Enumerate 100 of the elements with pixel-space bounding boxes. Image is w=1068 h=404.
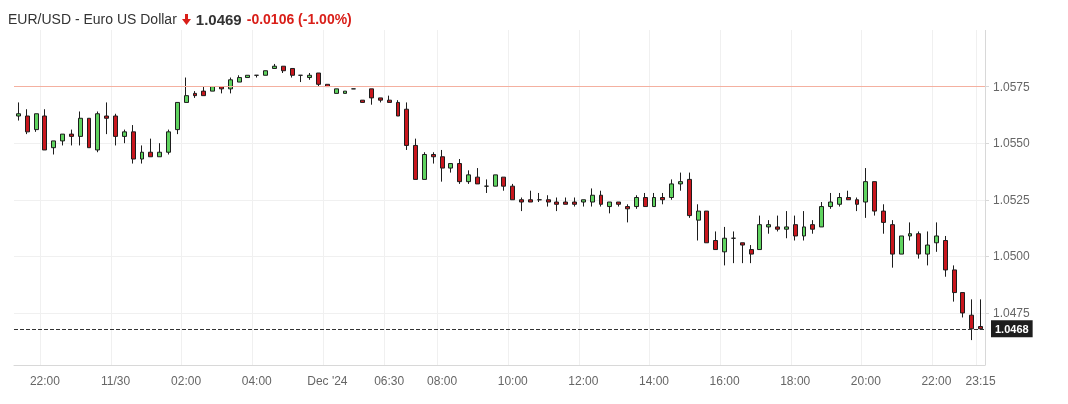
- candlestick: [757, 215, 762, 251]
- x-tick-label: 23:15: [965, 374, 996, 388]
- candlestick: [201, 86, 206, 97]
- candlestick: [528, 190, 533, 203]
- x-tick-label: 06:30: [374, 374, 405, 388]
- x-tick-label: 02:00: [171, 374, 202, 388]
- candlestick: [157, 142, 162, 158]
- candlestick: [881, 203, 886, 235]
- candlestick: [272, 63, 277, 69]
- candlestick: [457, 158, 462, 185]
- candlestick: [140, 144, 144, 165]
- candlestick: [78, 110, 83, 146]
- candlestick: [749, 244, 754, 264]
- candlestick: [784, 210, 789, 239]
- candlestick: [828, 192, 833, 210]
- candlestick: [696, 203, 701, 242]
- candlestick: [290, 67, 295, 79]
- candlestick: [60, 133, 65, 146]
- x-tick-label: 12:00: [568, 374, 599, 388]
- candlestick: [263, 70, 268, 76]
- candlestick: [872, 181, 877, 217]
- candlestick: [899, 235, 904, 255]
- candlestick: [95, 110, 100, 153]
- candlestick: [440, 149, 445, 183]
- candlestick: [484, 178, 489, 194]
- candlestick: [554, 197, 559, 212]
- candlestick: [431, 151, 436, 165]
- candlestick: [581, 199, 586, 208]
- candlestick: [943, 235, 948, 278]
- x-tick-label: 22:00: [29, 374, 61, 388]
- text: -0.0106 (-1.00%): [246, 11, 352, 27]
- candlestick: [16, 101, 21, 122]
- candlestick: [360, 99, 365, 103]
- y-tick-label: 1.0575: [993, 79, 1031, 94]
- candlestick: [704, 210, 709, 244]
- candlestick: [810, 219, 815, 235]
- y-tick-label: 1.0500: [993, 249, 1031, 264]
- candlestick: [546, 194, 551, 208]
- ref-line-label: 1.0468: [995, 322, 1029, 335]
- x-tick-label: 20:00: [850, 374, 882, 388]
- candlestick: [740, 242, 745, 264]
- candlestick: [669, 178, 674, 201]
- candlestick: [466, 169, 471, 185]
- candlestick: [281, 65, 286, 74]
- candlestick: [969, 298, 974, 341]
- candlestick: [475, 167, 480, 185]
- candlestick: [228, 77, 233, 94]
- candlestick: [237, 74, 242, 83]
- candlestick: [69, 129, 74, 146]
- candlestick: [387, 95, 392, 103]
- candlestick: [731, 230, 736, 264]
- candlestick: [166, 129, 171, 155]
- candlestick: [131, 124, 136, 165]
- candlestick: [501, 176, 506, 192]
- candlestick: [493, 174, 498, 187]
- candlestick: [87, 117, 91, 149]
- candlestick: [952, 264, 957, 303]
- candlestick: [802, 210, 806, 242]
- candlestick: [846, 190, 851, 201]
- x-tick-label: Dec '24: [307, 374, 348, 388]
- candlestick: [643, 192, 648, 208]
- candlestick: [113, 113, 118, 146]
- candlestick: [42, 108, 47, 151]
- candlestick: [678, 172, 683, 192]
- candlestick: [334, 88, 339, 94]
- candlestick: [448, 163, 453, 174]
- candlestick: [960, 292, 965, 318]
- candlestick: [519, 197, 524, 212]
- candlestick: [819, 201, 824, 228]
- candlestick: [193, 90, 197, 99]
- x-tick-label: 14:00: [638, 374, 670, 388]
- x-tick-label: 11/30: [100, 374, 131, 388]
- candlestick: [51, 140, 56, 155]
- candlestick: [607, 201, 612, 214]
- candlestick: [404, 101, 409, 151]
- candlestick: [122, 129, 127, 144]
- candlestick: [343, 90, 347, 94]
- x-tick-label: 08:00: [427, 374, 458, 388]
- candlestick: [396, 99, 400, 117]
- text: 1.0469: [195, 10, 242, 28]
- candlestick: [925, 230, 930, 266]
- x-tick-label: 22:00: [921, 374, 952, 388]
- candlestick: [625, 203, 630, 223]
- x-tick-label: 16:00: [709, 374, 740, 388]
- candlestick: [148, 138, 153, 158]
- candlestick: [563, 197, 568, 205]
- y-tick-label: 1.0550: [993, 136, 1031, 151]
- candlestick: [978, 298, 983, 330]
- candlestick: [184, 77, 189, 103]
- candlestick: [934, 221, 939, 253]
- candlestick: [855, 197, 859, 212]
- candlestick: [25, 108, 30, 135]
- candlestick: [908, 221, 912, 242]
- candlestick: [775, 215, 780, 232]
- x-tick-label: 18:00: [780, 374, 811, 388]
- candlestick: [652, 192, 656, 208]
- candlestick: [713, 230, 718, 251]
- candlestick: [422, 151, 427, 180]
- candlestick: [590, 187, 595, 208]
- y-tick-label: 1.0525: [993, 192, 1031, 207]
